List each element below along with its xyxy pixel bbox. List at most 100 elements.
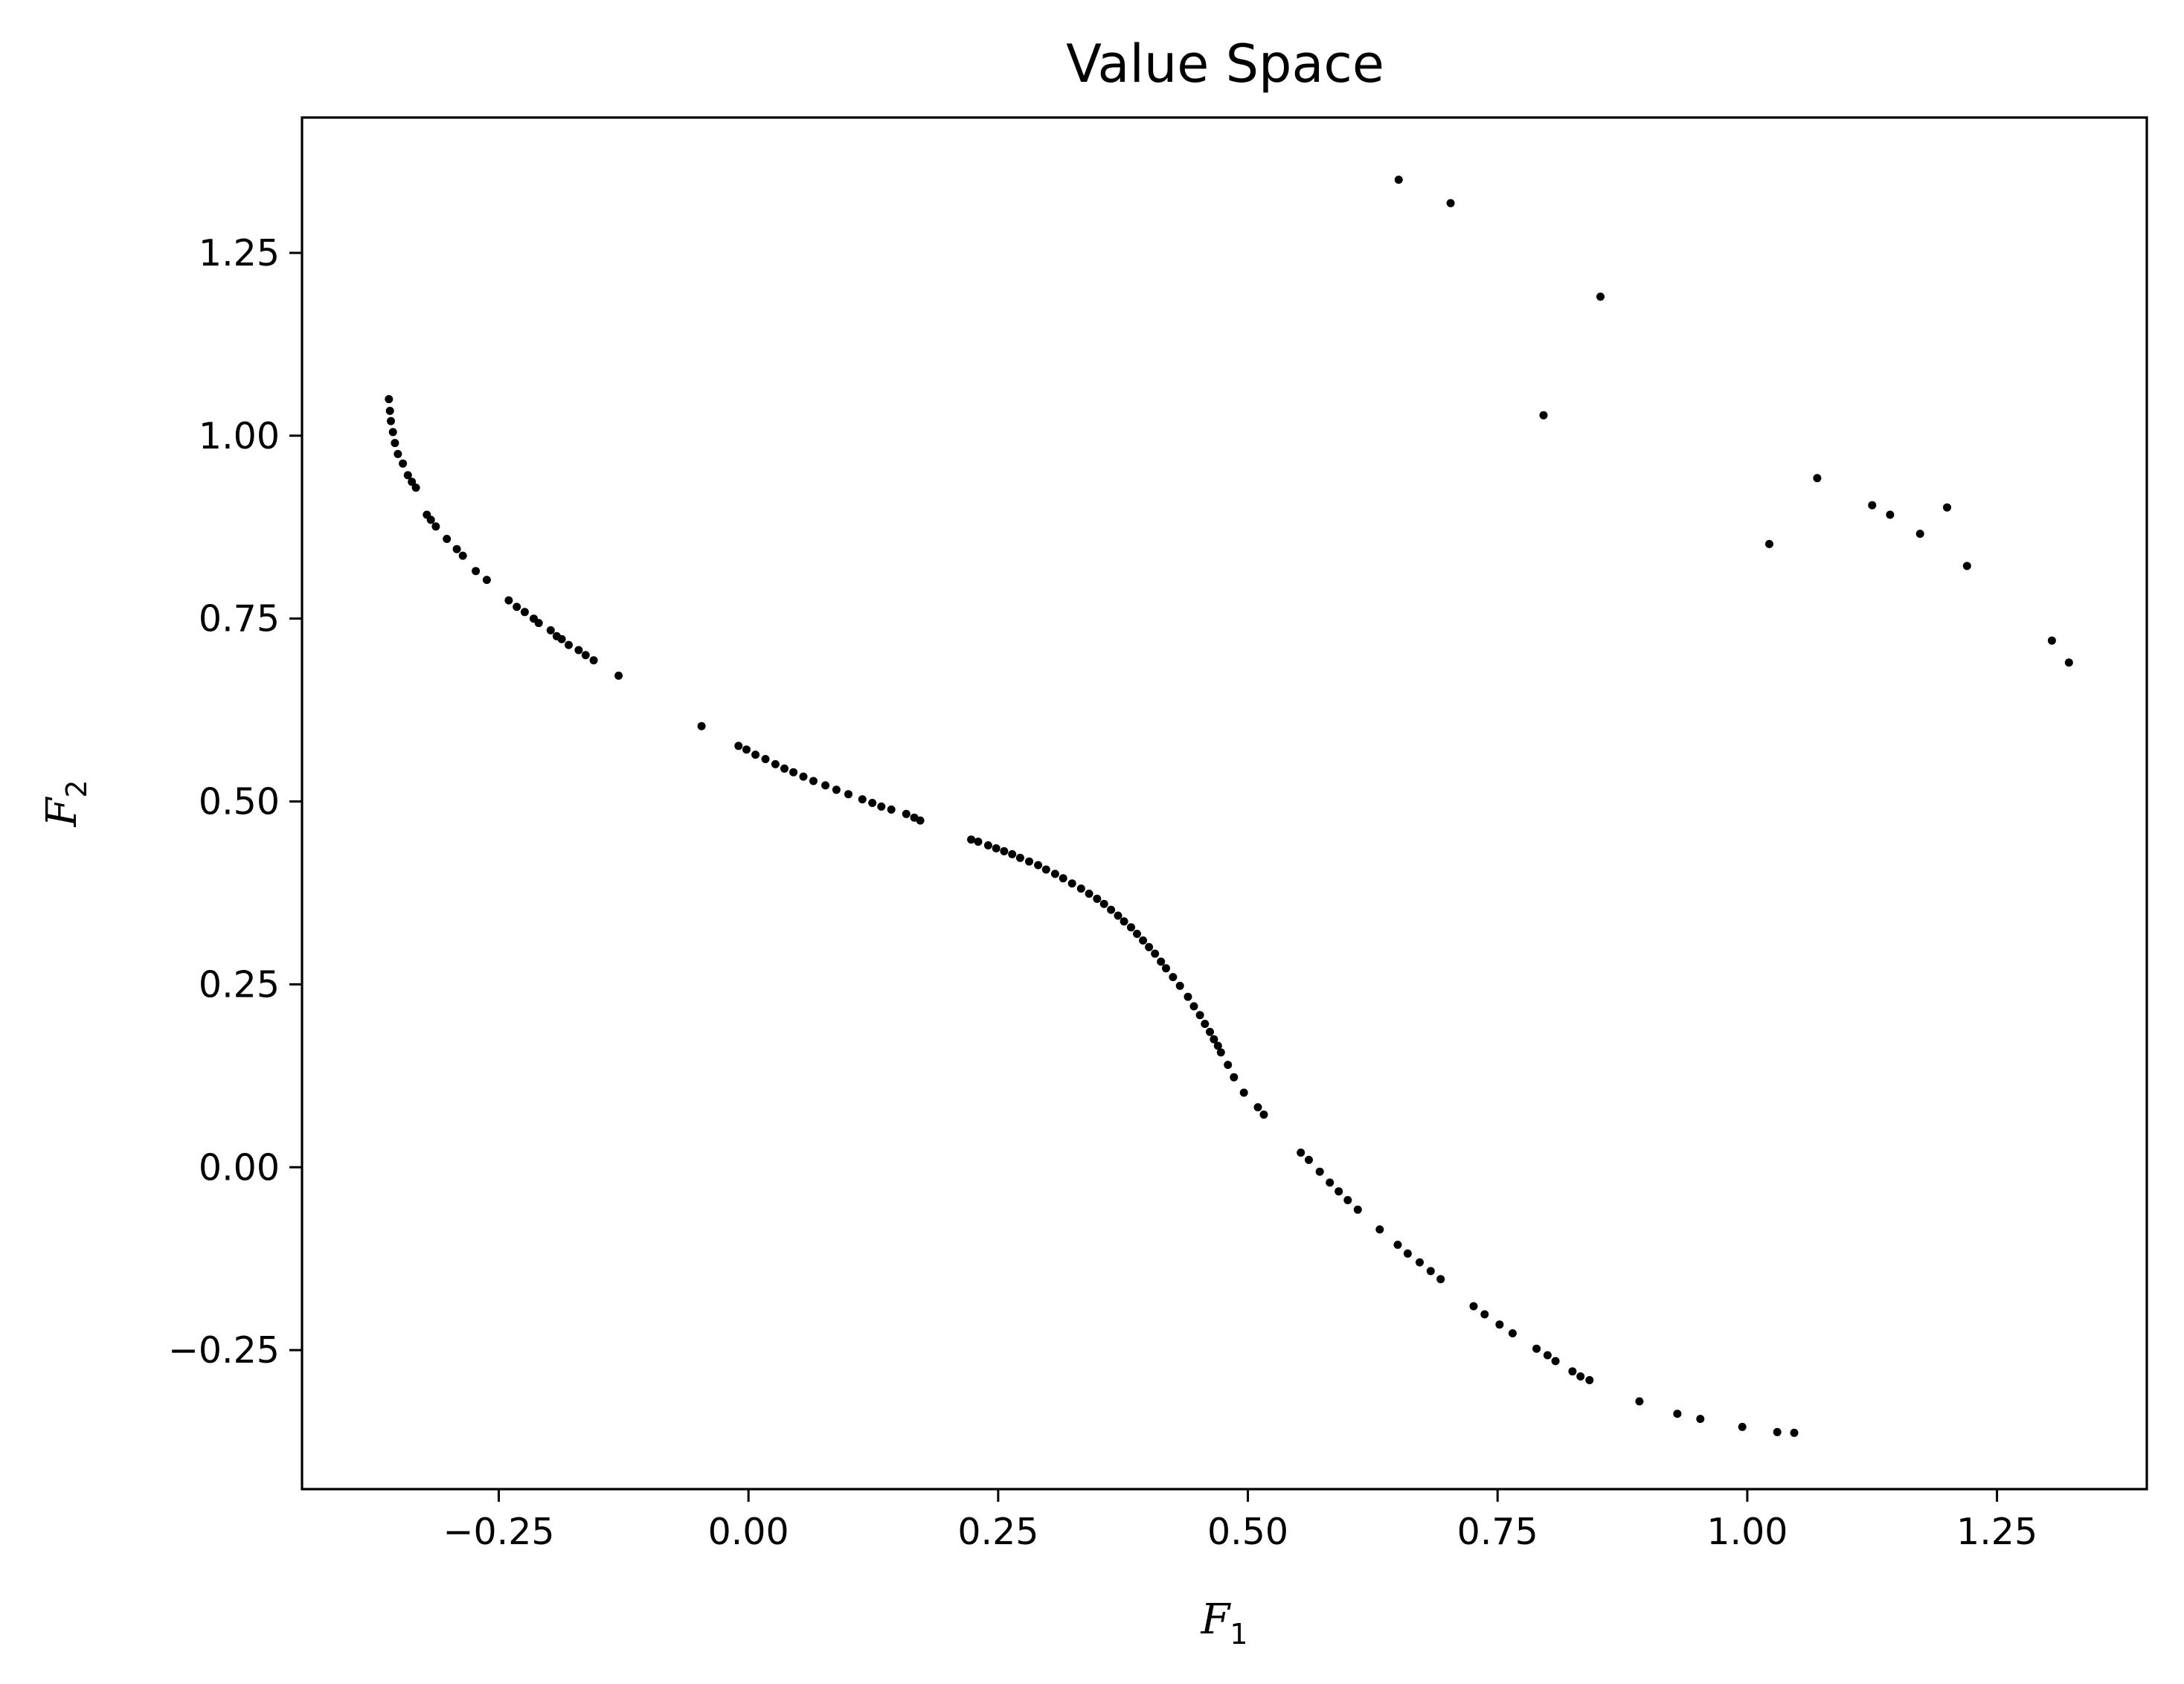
data-point-103: [1416, 1258, 1424, 1267]
data-point-32: [734, 742, 743, 751]
data-point-76: [1157, 957, 1166, 966]
data-point-118: [1696, 1415, 1705, 1424]
data-point-47: [887, 805, 896, 814]
data-point-75: [1151, 949, 1160, 958]
data-point-79: [1175, 981, 1184, 990]
data-point-83: [1201, 1020, 1210, 1028]
data-point-84: [1206, 1027, 1214, 1036]
data-point-22: [534, 619, 543, 628]
data-point-90: [1239, 1088, 1248, 1097]
data-point-133: [2047, 636, 2056, 645]
data-point-9: [411, 483, 420, 492]
data-point-127: [1813, 474, 1822, 483]
data-point-116: [1635, 1397, 1644, 1406]
data-point-98: [1343, 1196, 1352, 1204]
data-point-8: [408, 478, 417, 486]
data-point-68: [1107, 905, 1116, 914]
data-point-73: [1139, 936, 1148, 945]
data-point-17: [482, 576, 491, 585]
data-point-5: [394, 449, 402, 458]
data-point-114: [1576, 1372, 1585, 1381]
data-point-63: [1067, 879, 1076, 888]
data-point-60: [1041, 865, 1050, 874]
data-point-7: [403, 471, 412, 480]
plot-frame: [301, 116, 2148, 1491]
data-point-134: [2064, 658, 2073, 667]
data-point-13: [443, 535, 452, 543]
data-point-38: [789, 768, 798, 777]
data-point-72: [1133, 930, 1141, 938]
data-point-89: [1230, 1073, 1239, 1082]
data-point-30: [614, 671, 623, 680]
data-point-52: [974, 838, 983, 846]
data-point-85: [1210, 1035, 1218, 1044]
data-point-99: [1353, 1205, 1362, 1214]
data-point-33: [742, 745, 751, 754]
data-point-122: [1394, 176, 1403, 184]
y-axis-label-subscript: 2: [60, 780, 93, 797]
data-point-77: [1162, 964, 1170, 973]
data-points: [385, 176, 2073, 1437]
x-tick-label: 1.00: [1706, 1511, 1788, 1553]
data-point-67: [1099, 899, 1108, 908]
data-point-59: [1034, 861, 1043, 870]
data-point-125: [1539, 411, 1548, 420]
data-point-41: [821, 781, 830, 790]
data-point-94: [1305, 1155, 1313, 1164]
data-point-74: [1145, 942, 1154, 951]
data-point-23: [546, 626, 555, 634]
data-point-26: [565, 640, 573, 649]
y-axis-label: F2: [38, 780, 93, 827]
data-point-36: [771, 759, 780, 768]
data-point-37: [780, 764, 789, 773]
data-point-58: [1025, 857, 1033, 866]
data-point-105: [1436, 1275, 1445, 1284]
data-point-97: [1335, 1187, 1343, 1196]
data-point-131: [1915, 530, 1924, 539]
data-point-62: [1059, 874, 1067, 883]
data-point-43: [844, 790, 852, 799]
x-axis-label-main: F: [1200, 1595, 1231, 1644]
data-point-93: [1297, 1148, 1305, 1157]
chart-title: Value Space: [1066, 33, 1384, 94]
data-point-1: [385, 406, 394, 415]
data-point-29: [589, 656, 598, 665]
data-point-39: [799, 772, 808, 781]
data-point-91: [1253, 1103, 1262, 1112]
data-point-128: [1868, 501, 1877, 510]
data-point-34: [751, 751, 760, 759]
data-point-45: [868, 799, 877, 807]
data-point-106: [1469, 1302, 1478, 1311]
data-point-130: [1943, 503, 1951, 512]
y-tick-label: 1.25: [199, 232, 280, 274]
data-point-129: [1886, 510, 1895, 519]
data-point-119: [1738, 1422, 1747, 1431]
data-point-31: [697, 722, 706, 730]
data-point-80: [1183, 992, 1192, 1001]
data-point-109: [1508, 1329, 1517, 1337]
data-point-102: [1403, 1249, 1412, 1258]
data-point-82: [1195, 1011, 1204, 1020]
data-point-28: [581, 651, 590, 660]
data-point-50: [916, 816, 925, 825]
y-tick-label: 0.75: [199, 598, 280, 640]
data-point-69: [1114, 911, 1122, 920]
data-point-92: [1259, 1111, 1268, 1119]
data-point-107: [1480, 1310, 1489, 1319]
data-point-126: [1765, 539, 1773, 548]
data-point-48: [902, 809, 910, 818]
data-point-44: [858, 795, 867, 804]
data-point-71: [1127, 923, 1135, 932]
data-point-25: [557, 634, 566, 643]
data-point-42: [832, 785, 841, 794]
data-point-112: [1551, 1357, 1560, 1366]
data-point-132: [1962, 562, 1971, 571]
data-point-64: [1076, 884, 1085, 893]
data-point-40: [809, 777, 818, 785]
data-point-101: [1393, 1241, 1402, 1249]
data-point-15: [458, 551, 467, 560]
x-axis-label: F1: [1200, 1595, 1247, 1651]
data-point-27: [574, 646, 583, 655]
data-point-2: [387, 417, 395, 425]
